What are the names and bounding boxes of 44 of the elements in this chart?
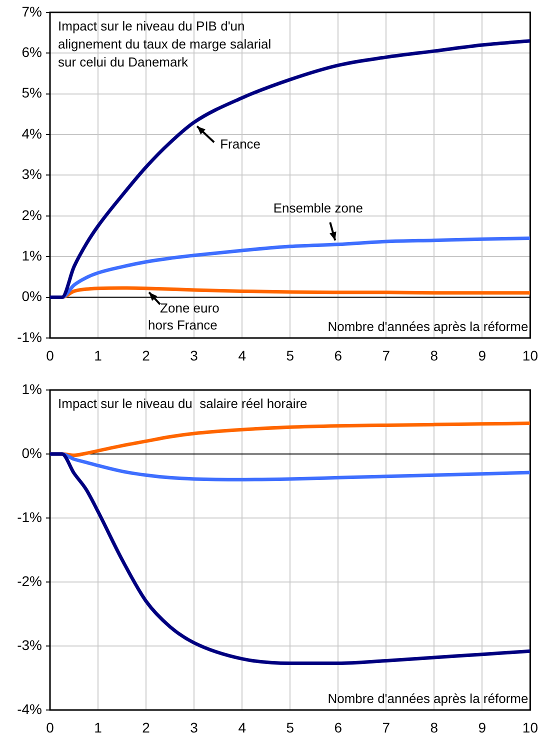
x-tick-label: 10 bbox=[522, 719, 538, 736]
x-tick-label: 7 bbox=[382, 719, 390, 736]
x-tick-label: 1 bbox=[94, 347, 102, 364]
x-tick-label: 8 bbox=[430, 347, 438, 364]
x-tick-label: 5 bbox=[286, 347, 294, 364]
x-tick-label: 6 bbox=[334, 719, 342, 736]
y-tick-label: -4% bbox=[17, 700, 42, 717]
y-tick-label: 1% bbox=[22, 247, 42, 264]
x-tick-label: 3 bbox=[190, 347, 198, 364]
y-tick-label: 2% bbox=[22, 206, 42, 223]
y-tick-label: -1% bbox=[17, 508, 42, 525]
x-tick-label: 2 bbox=[142, 347, 150, 364]
text: Impact sur le niveau du salaire réel horaire bbox=[58, 396, 308, 412]
x-tick-label: 8 bbox=[430, 719, 438, 736]
series-label: Zone euro hors France bbox=[148, 300, 220, 332]
x-tick-label: 2 bbox=[142, 719, 150, 736]
text: Impact sur le niveau du PIB d'un alignement du taux de marge salarial sur celui du Danemark bbox=[58, 18, 272, 70]
y-tick-label: -2% bbox=[17, 572, 42, 589]
x-tick-label: 3 bbox=[190, 719, 198, 736]
x-tick-label: 6 bbox=[334, 347, 342, 364]
x-tick-label: 0 bbox=[46, 347, 54, 364]
y-tick-label: 5% bbox=[22, 84, 42, 101]
text: Ensemble zone bbox=[273, 200, 363, 216]
y-tick-label: 6% bbox=[22, 44, 42, 60]
x-tick-label: 7 bbox=[382, 347, 390, 364]
x-tick-label: 9 bbox=[478, 347, 486, 364]
x-axis-title: Nombre d'années après la réforme bbox=[328, 319, 528, 334]
y-tick-label: -3% bbox=[17, 636, 42, 653]
y-tick-label: 7% bbox=[22, 3, 42, 20]
y-tick-label: 3% bbox=[22, 166, 42, 182]
x-tick-label: 4 bbox=[238, 719, 246, 736]
x-tick-label: 1 bbox=[94, 719, 102, 736]
series-label: France bbox=[220, 136, 261, 152]
x-tick-label: 4 bbox=[238, 347, 246, 364]
y-tick-label: 0% bbox=[22, 444, 42, 461]
x-tick-label: 10 bbox=[522, 347, 538, 364]
x-tick-label: 9 bbox=[478, 719, 486, 736]
y-tick-label: 4% bbox=[22, 125, 42, 142]
y-tick-label: -1% bbox=[17, 328, 42, 345]
y-tick-label: 1% bbox=[22, 380, 42, 397]
x-tick-label: 5 bbox=[286, 719, 294, 736]
y-tick-label: 0% bbox=[22, 288, 42, 304]
x-axis-title: Nombre d'années après la réforme bbox=[328, 691, 528, 706]
x-tick-label: 0 bbox=[46, 719, 54, 736]
